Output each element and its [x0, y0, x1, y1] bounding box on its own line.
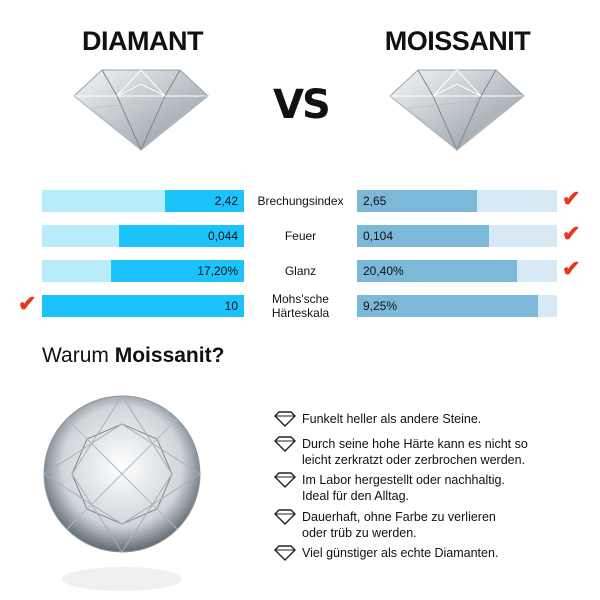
moissanite-image: [389, 69, 526, 152]
feature-text: Funkelt heller als andere Steine.: [302, 412, 482, 426]
checkmark-icon: ✔: [18, 291, 37, 316]
diamond-bar-fill: [165, 190, 244, 212]
moissanite-bar-fill: [357, 190, 477, 212]
diamond-bar: 17,20%: [42, 260, 244, 282]
why-heading: Warum Moissanit?: [42, 344, 224, 368]
diamond-bar: 2,42: [42, 190, 244, 212]
vs-label: VS: [273, 82, 331, 128]
diamond-outline-icon: [274, 509, 296, 525]
why-bold: Moissanit?: [114, 344, 225, 367]
diamond-value: 17,20%: [197, 264, 238, 278]
diamond-title: DIAMANT: [82, 26, 203, 56]
feature-text: Viel günstiger als echte Diamanten.: [302, 546, 499, 560]
moissanite-bar: 2,65: [357, 190, 557, 212]
property-label: Brechungsindex: [257, 194, 344, 208]
feature-text: Im Labor hergestellt oder nachhaltig. Id…: [302, 473, 505, 503]
moissanite-value: 0,104: [363, 229, 394, 243]
moissanite-bar: 9,25%: [357, 295, 557, 317]
diamond-bar-fill: [110, 260, 244, 282]
diamond-bar-fill: [42, 295, 244, 317]
property-label: Mohs'sche Härteskala: [271, 292, 330, 320]
checkmark-icon: ✔: [562, 256, 581, 281]
diamond-value: 10: [224, 299, 238, 313]
diamond-outline-icon: [274, 545, 296, 561]
moissanite-bar-fill: [357, 260, 517, 282]
property-label: Feuer: [284, 229, 317, 243]
feature-item: Viel günstiger als echte Diamanten.: [274, 545, 514, 561]
moissanite-bar-fill: [357, 225, 489, 247]
moissanite-value: 2,65: [363, 194, 387, 208]
feature-item: Funkelt heller als andere Steine.: [274, 411, 514, 427]
feature-item: Dauerhaft, ohne Farbe zu verlieren oder …: [274, 509, 514, 541]
moissanite-bar-fill: [357, 295, 538, 317]
diamond-bar-fill: [118, 225, 244, 247]
feature-item: Durch seine hohe Härte kann es nicht so …: [274, 436, 544, 468]
diamond-bar: 0,044: [42, 225, 244, 247]
diamond-outline-icon: [274, 411, 296, 427]
diamond-value: 2,42: [214, 194, 238, 208]
checkmark-icon: ✔: [562, 221, 581, 246]
round-diamond-image: [43, 395, 201, 591]
property-label: Glanz: [284, 264, 317, 278]
feature-item: Im Labor hergestellt oder nachhaltig. Id…: [274, 472, 514, 504]
checkmark-icon: ✔: [562, 186, 581, 211]
diamond-outline-icon: [274, 436, 296, 452]
feature-text: Dauerhaft, ohne Farbe zu verlieren oder …: [302, 510, 496, 540]
diamond-outline-icon: [274, 472, 296, 488]
moissanite-value: 9,25%: [363, 299, 398, 313]
feature-text: Durch seine hohe Härte kann es nicht so …: [302, 437, 528, 467]
moissanite-value: 20,40%: [363, 264, 404, 278]
diamond-bar: 10: [42, 295, 244, 317]
moissanite-title: MOISSANIT: [384, 26, 531, 56]
diamond-image: [73, 69, 210, 152]
diamond-value: 0,044: [207, 229, 238, 243]
moissanite-bar: 20,40%: [357, 260, 557, 282]
why-prefix: Warum: [42, 344, 115, 367]
moissanite-bar: 0,104: [357, 225, 557, 247]
